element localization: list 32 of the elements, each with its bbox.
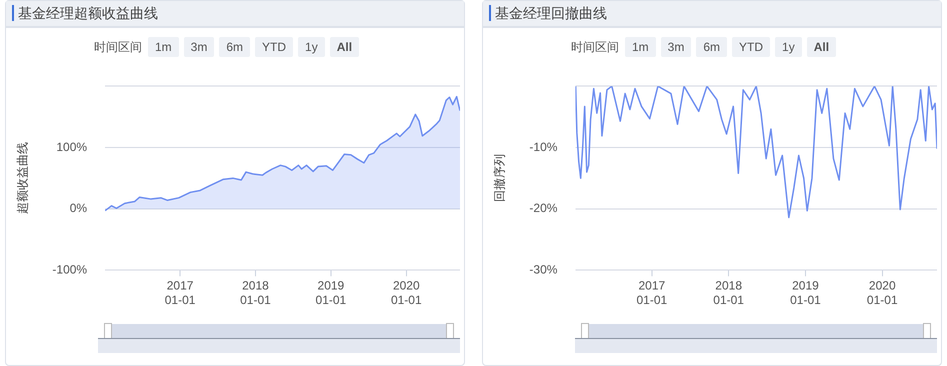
y-tick-label: 100% — [56, 140, 88, 154]
text: 1m — [625, 37, 656, 57]
text: 1y — [775, 37, 802, 57]
y-tick-label: -20% — [529, 201, 558, 216]
text: YTD — [732, 37, 770, 57]
y-axis-title: 超额收益曲线 — [16, 142, 30, 214]
y-axis-title: 回撤序列 — [492, 154, 507, 202]
text: 时间区间 — [94, 38, 143, 56]
text: 时间区间 — [571, 38, 620, 56]
x-tick-label: 2019 01-01 — [316, 278, 347, 308]
text: 6m — [696, 37, 728, 57]
text: YTD — [255, 37, 294, 57]
y-tick-label: -10% — [529, 140, 558, 154]
text: All — [806, 37, 836, 57]
y-tick-label: -100% — [52, 262, 88, 277]
x-tick-label: 2020 01-01 — [390, 278, 422, 308]
x-tick-label: 2017 01-01 — [636, 278, 668, 308]
text: 3m — [184, 37, 214, 57]
x-tick-label: 2019 01-01 — [790, 278, 822, 308]
x-tick-label: 2018 01-01 — [713, 278, 744, 308]
text: 1m — [148, 37, 179, 57]
y-tick-label: -30% — [529, 262, 558, 277]
text: 6m — [219, 37, 250, 57]
chart-title: 基金经理回撤曲线 — [489, 5, 607, 21]
x-tick-label: 2018 01-01 — [240, 278, 272, 308]
y-tick-label: 0% — [70, 201, 88, 216]
text: All — [330, 37, 360, 57]
x-tick-label: 2020 01-01 — [866, 278, 898, 308]
text: 1y — [298, 37, 325, 57]
text: 3m — [660, 37, 692, 57]
x-tick-label: 2017 01-01 — [164, 278, 196, 308]
chart-title: 基金经理超额收益曲线 — [12, 5, 158, 21]
